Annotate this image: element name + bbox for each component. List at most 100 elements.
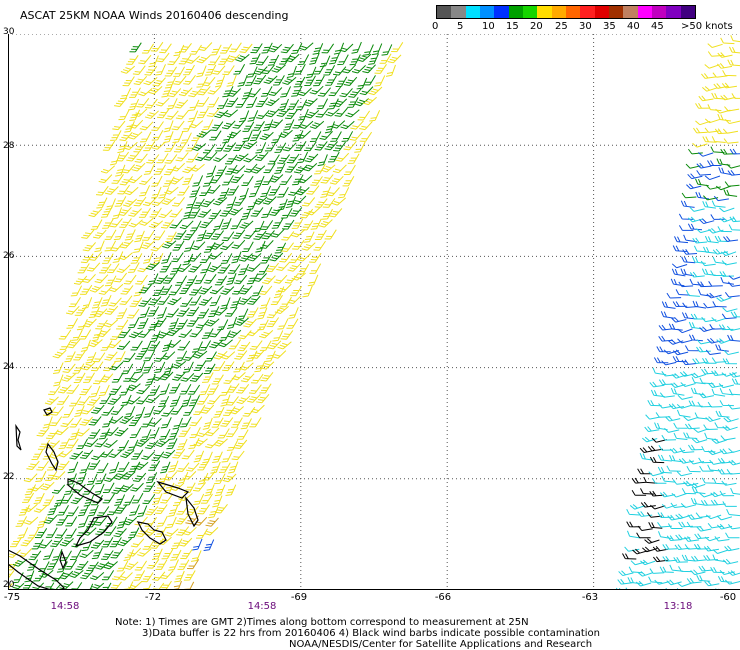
- wind-barb: [660, 311, 675, 319]
- wind-barb-stroke: [185, 275, 198, 286]
- wind-barb: [702, 201, 716, 209]
- wind-barb: [724, 545, 740, 552]
- wind-barb-stroke: [247, 88, 261, 98]
- wind-barb: [147, 273, 159, 285]
- wind-barb: [33, 504, 48, 513]
- wind-barb: [303, 231, 315, 243]
- wind-barb-stroke: [699, 465, 714, 472]
- wind-barb-stroke: [719, 388, 734, 396]
- wind-barb: [129, 427, 142, 439]
- wind-barb: [288, 253, 302, 264]
- wind-barb: [720, 435, 736, 441]
- wind-barb-stroke: [215, 141, 227, 152]
- wind-barb: [220, 351, 236, 360]
- wind-barb: [17, 527, 29, 539]
- wind-barb-stroke: [136, 527, 150, 538]
- wind-barb-stroke: [247, 252, 262, 262]
- wind-barb-stroke: [109, 461, 120, 474]
- wind-barb-stroke: [167, 88, 182, 98]
- wind-barb: [118, 572, 133, 581]
- wind-barb-stroke: [238, 253, 253, 262]
- wind-barb: [310, 176, 323, 186]
- wind-barb-stroke: [191, 341, 203, 353]
- wind-map-plot[interactable]: [8, 34, 740, 590]
- wind-barb: [196, 129, 211, 138]
- wind-barb-stroke: [675, 534, 691, 541]
- wind-barb-stroke: [94, 438, 108, 448]
- wind-barb-stroke: [174, 570, 185, 583]
- wind-barb-stroke: [98, 286, 113, 295]
- wind-barb: [665, 587, 680, 590]
- wind-barb-stroke: [291, 218, 304, 229]
- wind-barb: [98, 428, 111, 440]
- wind-barb: [136, 97, 150, 108]
- wind-barb: [246, 327, 261, 337]
- wind-barb-stroke: [212, 65, 226, 75]
- wind-barb-stroke: [701, 316, 717, 323]
- wind-barb: [131, 492, 144, 504]
- wind-barb: [202, 372, 214, 383]
- wind-barb: [292, 195, 307, 205]
- wind-barb: [197, 472, 209, 485]
- wind-barb: [116, 264, 131, 274]
- wind-map-svg[interactable]: [8, 34, 740, 590]
- wind-barb-stroke: [640, 559, 656, 566]
- wind-barb: [154, 164, 166, 175]
- wind-barb-stroke: [239, 43, 253, 54]
- wind-barb: [152, 571, 166, 581]
- wind-barb-stroke: [172, 240, 185, 251]
- wind-barb-stroke: [214, 473, 226, 485]
- wind-barb: [228, 207, 244, 216]
- wind-barb-stroke: [262, 196, 277, 205]
- wind-barb-stroke: [277, 318, 289, 330]
- wind-barb: [222, 473, 237, 483]
- wind-barb: [42, 495, 55, 506]
- wind-barb: [246, 66, 258, 78]
- wind-barb: [692, 237, 708, 244]
- wind-barb: [226, 196, 237, 209]
- wind-barb: [263, 75, 278, 85]
- wind-barb-stroke: [163, 274, 176, 284]
- wind-barb-stroke: [226, 383, 240, 393]
- wind-barb: [242, 130, 253, 143]
- wind-barb-stroke: [321, 43, 335, 54]
- wind-barb-stroke: [274, 305, 289, 315]
- wind-barb: [230, 296, 241, 309]
- wind-barb-stroke: [253, 175, 265, 188]
- wind-barb-stroke: [268, 185, 281, 196]
- wind-barb-stroke: [715, 108, 731, 114]
- wind-barb: [186, 306, 200, 317]
- wind-barb-stroke: [137, 263, 151, 273]
- wind-barb-stroke: [724, 119, 740, 125]
- wind-barb: [227, 264, 241, 274]
- wind-barb-stroke: [58, 329, 72, 340]
- wind-barb: [160, 284, 173, 295]
- wind-barb: [624, 546, 640, 552]
- wind-barb: [36, 427, 50, 437]
- wind-barb-stroke: [673, 557, 688, 563]
- wind-barb: [120, 87, 132, 100]
- wind-barb-stroke: [205, 439, 219, 449]
- wind-barb-stroke: [194, 273, 207, 284]
- wind-barb-stroke: [269, 174, 284, 183]
- wind-barb-stroke: [113, 471, 128, 480]
- wind-barb: [282, 76, 297, 85]
- wind-barb: [197, 460, 210, 471]
- wind-barb: [38, 539, 53, 549]
- wind-barb: [309, 131, 322, 143]
- wind-barb: [687, 173, 703, 180]
- wind-barb: [307, 274, 319, 287]
- wind-barb: [212, 65, 226, 75]
- wind-barb: [84, 438, 99, 448]
- wind-barb-stroke: [299, 42, 314, 51]
- wind-barb-stroke: [698, 457, 713, 464]
- wind-barb: [82, 484, 95, 495]
- wind-barb-stroke: [681, 488, 697, 495]
- scale-tick-label: >50 knots: [681, 21, 733, 32]
- wind-barb-stroke: [138, 297, 152, 307]
- wind-barb: [688, 321, 703, 330]
- wind-barb-stroke: [637, 525, 653, 532]
- wind-barb: [189, 416, 203, 427]
- wind-barb: [323, 64, 336, 76]
- wind-barb: [684, 423, 700, 430]
